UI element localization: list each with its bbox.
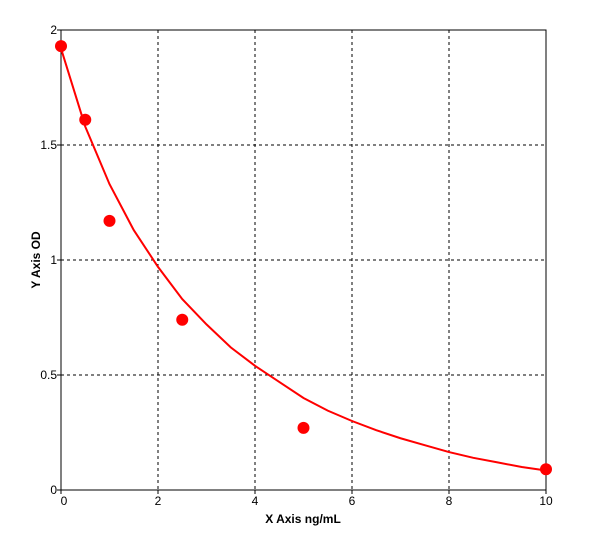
x-axis-label: X Axis ng/mL xyxy=(265,512,341,526)
y-tick-label: 1.5 xyxy=(40,138,57,152)
x-tick-label: 2 xyxy=(155,494,162,508)
data-point-2 xyxy=(103,214,116,227)
data-point-3 xyxy=(176,313,189,326)
data-points xyxy=(55,40,552,476)
fit-curve-line xyxy=(60,48,547,472)
x-tick-label: 6 xyxy=(349,494,356,508)
y-axis-label: Y Axis OD xyxy=(29,231,43,289)
y-tick-label: 0.5 xyxy=(40,368,57,382)
y-axis-ticks: 0 0.5 1 1.5 2 xyxy=(40,23,61,497)
x-tick-label: 0 xyxy=(61,494,68,508)
x-axis-ticks: 0 2 4 6 8 10 xyxy=(60,490,553,508)
data-point-0 xyxy=(55,40,67,53)
grid-lines xyxy=(61,30,546,490)
x-tick-label: 8 xyxy=(446,494,453,508)
data-point-1 xyxy=(79,113,92,126)
data-point-4 xyxy=(297,421,310,434)
y-tick-label: 1 xyxy=(50,253,57,267)
x-tick-label: 10 xyxy=(539,494,553,508)
x-tick-label: 4 xyxy=(252,494,259,508)
y-tick-label: 0 xyxy=(50,483,57,497)
data-point-5 xyxy=(540,463,552,476)
y-tick-label: 2 xyxy=(50,23,57,37)
